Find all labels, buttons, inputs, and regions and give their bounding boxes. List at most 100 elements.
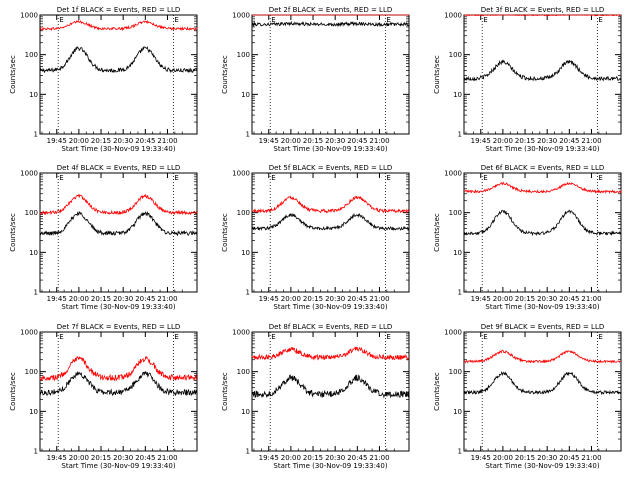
x-tick-label: 20:15 <box>91 137 111 145</box>
y-tick-label: 100 <box>237 368 250 376</box>
x-axis-label: Start Time (30-Nov-09 19:33:40) <box>485 145 599 153</box>
x-tick-label: 20:30 <box>113 454 133 462</box>
plot-frame <box>39 14 198 135</box>
marker-label: E <box>59 333 63 341</box>
y-tick-label: 1 <box>246 289 250 297</box>
y-tick-label: 1 <box>34 289 38 297</box>
x-axis-label: Start Time (30-Nov-09 19:33:40) <box>61 462 175 470</box>
y-tick-label: 1 <box>246 448 250 456</box>
panel-title: Det 8f BLACK = Events, RED = LLD <box>269 323 392 331</box>
x-axis-label: Start Time (30-Nov-09 19:33:40) <box>273 462 387 470</box>
y-tick-label: 1 <box>458 131 462 139</box>
y-tick-label: 100 <box>237 51 250 59</box>
y-tick-label: 100 <box>25 209 38 217</box>
y-tick-label: 1 <box>246 131 250 139</box>
y-tick-label: 10 <box>453 91 462 99</box>
x-tick-label: 20:45 <box>135 137 155 145</box>
series-line-red <box>39 19 198 32</box>
y-tick-label: 1000 <box>20 12 38 20</box>
x-tick-label: 20:45 <box>347 137 367 145</box>
x-tick-label: 20:30 <box>325 295 345 303</box>
y-axis-label: Counts/sec <box>9 372 17 411</box>
marker-label: E <box>271 174 275 182</box>
x-tick-label: 19:45 <box>471 454 491 462</box>
plot-frame <box>251 172 410 293</box>
x-axis-label: Start Time (30-Nov-09 19:33:40) <box>485 303 599 311</box>
y-tick-label: 1 <box>34 131 38 139</box>
x-tick-label: 20:30 <box>113 137 133 145</box>
x-tick-label: 19:45 <box>259 137 279 145</box>
plot-frame <box>251 14 410 135</box>
x-tick-label: 20:00 <box>493 454 513 462</box>
marker-label: E <box>483 174 487 182</box>
marker-label: E <box>598 16 602 24</box>
panel-2: Det 2f BLACK = Events, RED = LLD E E 1 10 100… <box>221 6 410 153</box>
x-tick-label: 19:45 <box>471 295 491 303</box>
x-tick-label: 20:15 <box>515 295 535 303</box>
series-line-red <box>251 195 410 214</box>
marker-label: E <box>483 16 487 24</box>
x-tick-label: 20:45 <box>135 454 155 462</box>
x-tick-label: 20:00 <box>281 295 301 303</box>
x-tick-label: 20:30 <box>537 137 557 145</box>
y-axis-label: Counts/sec <box>221 213 229 252</box>
y-tick-label: 1000 <box>232 329 250 337</box>
y-tick-label: 10 <box>241 249 250 257</box>
marker-label: E <box>59 16 63 24</box>
x-axis-label: Start Time (30-Nov-09 19:33:40) <box>273 303 387 311</box>
x-tick-label: 19:45 <box>259 454 279 462</box>
y-tick-label: 100 <box>449 368 462 376</box>
x-tick-label: 19:45 <box>259 295 279 303</box>
x-axis-label: Start Time (30-Nov-09 19:33:40) <box>485 462 599 470</box>
panel-4: Det 4f BLACK = Events, RED = LLD E E 1 10 100… <box>9 164 198 311</box>
x-tick-label: 21:00 <box>157 295 177 303</box>
y-tick-label: 10 <box>453 249 462 257</box>
plot-frame <box>463 14 622 135</box>
x-tick-label: 21:00 <box>581 137 601 145</box>
marker-label: E <box>271 333 275 341</box>
y-tick-label: 10 <box>241 408 250 416</box>
y-tick-label: 1000 <box>232 12 250 20</box>
marker-label: E <box>174 333 178 341</box>
x-tick-label: 21:00 <box>369 137 389 145</box>
y-axis-label: Counts/sec <box>9 213 17 252</box>
y-tick-label: 100 <box>25 51 38 59</box>
y-tick-label: 1 <box>458 289 462 297</box>
panel-title: Det 5f BLACK = Events, RED = LLD <box>269 164 392 172</box>
panel-6: Det 6f BLACK = Events, RED = LLD E E 1 10 100… <box>433 164 622 311</box>
series-line-red <box>39 355 198 382</box>
x-tick-label: 20:15 <box>91 295 111 303</box>
plot-frame <box>39 172 198 293</box>
y-tick-label: 10 <box>241 91 250 99</box>
x-tick-label: 20:30 <box>325 137 345 145</box>
x-tick-label: 20:15 <box>303 137 323 145</box>
y-tick-label: 100 <box>449 51 462 59</box>
y-axis-label: Counts/sec <box>221 55 229 94</box>
series-line-black <box>251 374 410 399</box>
panel-title: Det 1f BLACK = Events, RED = LLD <box>57 6 180 14</box>
panel-5: Det 5f BLACK = Events, RED = LLD E E 1 10 100… <box>221 164 410 311</box>
panel-title: Det 2f BLACK = Events, RED = LLD <box>269 6 392 14</box>
y-tick-label: 1000 <box>20 329 38 337</box>
x-axis-label: Start Time (30-Nov-09 19:33:40) <box>61 303 175 311</box>
x-tick-label: 20:15 <box>515 454 535 462</box>
series-line-black <box>463 371 622 396</box>
marker-label: E <box>386 174 390 182</box>
y-axis-label: Counts/sec <box>9 55 17 94</box>
panel-7: Det 7f BLACK = Events, RED = LLD E E 1 10 100… <box>9 323 198 470</box>
panel-title: Det 4f BLACK = Events, RED = LLD <box>57 164 180 172</box>
panel-3: Det 3f BLACK = Events, RED = LLD E E 1 10 100… <box>433 6 622 153</box>
marker-label: E <box>174 16 178 24</box>
x-tick-label: 21:00 <box>369 454 389 462</box>
x-tick-label: 20:45 <box>135 295 155 303</box>
y-tick-label: 10 <box>29 91 38 99</box>
x-tick-label: 20:30 <box>537 295 557 303</box>
marker-label: E <box>598 174 602 182</box>
panel-9: Det 9f BLACK = Events, RED = LLD E E 1 10 100… <box>433 323 622 470</box>
x-tick-label: 20:00 <box>69 137 89 145</box>
series-line-black <box>251 20 410 28</box>
x-tick-label: 20:00 <box>493 137 513 145</box>
x-tick-label: 21:00 <box>369 295 389 303</box>
series-line-black <box>463 209 622 237</box>
x-tick-label: 20:00 <box>281 454 301 462</box>
